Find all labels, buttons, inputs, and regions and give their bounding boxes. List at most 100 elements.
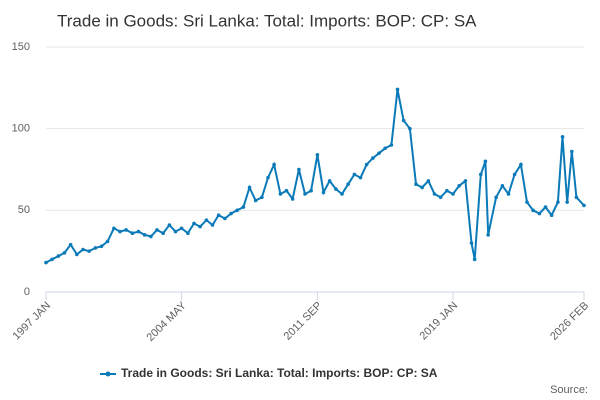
x-tick-label: 2004 MAY <box>145 299 190 344</box>
point <box>556 200 560 204</box>
point <box>358 175 363 180</box>
point <box>519 162 523 167</box>
point <box>62 251 67 255</box>
point <box>531 208 535 213</box>
point <box>494 195 498 200</box>
x-tick-label: 2026 FEB <box>548 300 591 343</box>
point <box>260 195 264 200</box>
point <box>99 244 104 249</box>
point <box>543 205 548 209</box>
point <box>136 229 141 234</box>
point <box>352 172 357 177</box>
point <box>395 87 400 92</box>
point <box>340 192 344 196</box>
point <box>537 211 542 216</box>
point <box>389 143 394 147</box>
point <box>582 203 586 208</box>
point <box>377 151 381 155</box>
point <box>432 192 437 196</box>
point <box>483 159 488 164</box>
x-tick-label: 2011 SEP <box>282 300 325 343</box>
point <box>297 167 301 172</box>
point <box>278 192 283 196</box>
point <box>130 231 135 235</box>
point <box>241 205 246 209</box>
point <box>235 208 239 213</box>
point <box>272 162 276 167</box>
point <box>500 184 505 188</box>
point <box>383 146 387 151</box>
point <box>192 221 196 226</box>
point <box>414 182 418 186</box>
point <box>512 172 517 177</box>
point <box>68 242 73 247</box>
chart-title: Trade in Goods: Sri Lanka: Total: Import… <box>57 11 477 30</box>
point <box>408 126 412 131</box>
point <box>161 231 165 235</box>
point <box>290 197 295 201</box>
point <box>179 226 184 231</box>
point <box>472 257 477 262</box>
point <box>525 200 529 204</box>
point <box>309 188 313 193</box>
series-line <box>45 89 585 264</box>
point <box>463 179 468 183</box>
point <box>75 252 79 257</box>
point <box>56 254 61 258</box>
point <box>445 188 449 193</box>
point <box>105 239 110 244</box>
point <box>438 195 443 200</box>
point <box>81 247 85 252</box>
point <box>50 257 54 262</box>
point <box>142 233 147 237</box>
point <box>420 185 424 190</box>
point <box>401 118 406 123</box>
point <box>247 185 252 190</box>
point <box>118 229 122 234</box>
point <box>266 175 270 180</box>
point <box>334 187 338 191</box>
point <box>549 213 554 218</box>
point <box>303 192 307 196</box>
source: Source: <box>550 384 588 396</box>
point <box>229 211 233 216</box>
point <box>371 156 375 160</box>
point <box>321 190 326 195</box>
point <box>327 179 332 183</box>
y-tick-label: 0 <box>24 286 30 298</box>
point <box>560 135 565 139</box>
point <box>198 224 202 229</box>
point <box>87 249 91 253</box>
point <box>451 192 455 196</box>
legend-label: Trade in Goods: Sri Lanka: Total: Import… <box>121 366 438 380</box>
y-tick-label: 100 <box>12 123 30 135</box>
point <box>216 213 221 218</box>
x-tick-label: 1997 JAN <box>11 300 54 343</box>
point <box>478 172 483 177</box>
legend-marker <box>105 371 111 377</box>
point <box>469 241 474 245</box>
point <box>457 184 461 188</box>
point <box>167 223 172 227</box>
point <box>565 200 569 204</box>
point <box>426 179 431 183</box>
point <box>486 233 490 237</box>
y-tick-label: 50 <box>18 204 30 216</box>
point <box>204 218 209 222</box>
point <box>574 195 579 200</box>
point <box>173 229 178 234</box>
point <box>155 228 159 232</box>
point <box>124 228 128 232</box>
point <box>44 260 48 265</box>
y-tick-label: 150 <box>12 41 30 53</box>
point <box>315 153 320 157</box>
point <box>210 223 215 227</box>
point <box>364 162 369 167</box>
point <box>506 192 511 196</box>
point <box>346 182 350 186</box>
point <box>112 226 116 231</box>
point <box>149 234 153 239</box>
point <box>569 149 574 154</box>
